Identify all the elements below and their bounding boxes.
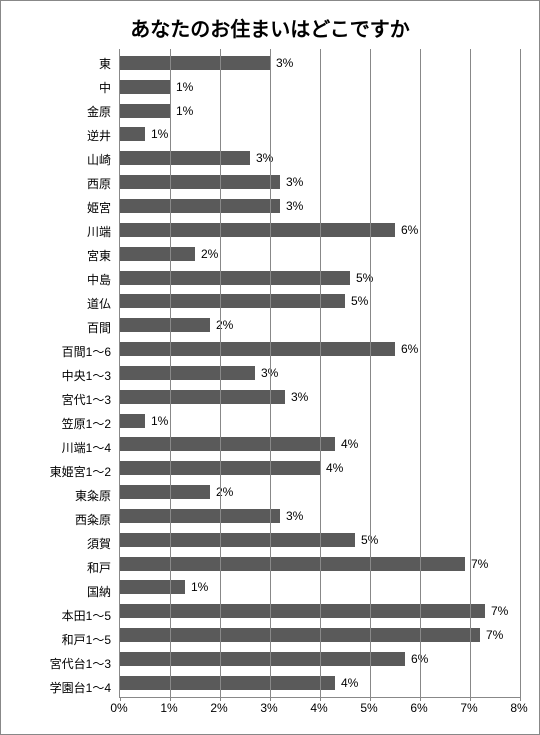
bar <box>120 247 195 261</box>
bar <box>120 56 270 70</box>
bar-value-label: 5% <box>351 292 368 310</box>
bar-value-label: 4% <box>341 435 358 453</box>
gridline <box>220 49 221 697</box>
y-axis-label: 中島 <box>1 270 113 288</box>
bar-value-label: 1% <box>151 125 168 143</box>
x-axis-label: 0% <box>110 701 127 715</box>
bar <box>120 652 405 666</box>
bar <box>120 509 280 523</box>
bar-value-label: 7% <box>491 602 508 620</box>
bar <box>120 175 280 189</box>
bar <box>120 223 395 237</box>
bar-value-label: 6% <box>401 221 418 239</box>
y-axis-label: 和戸 <box>1 558 113 576</box>
bar <box>120 414 145 428</box>
bar-value-label: 2% <box>216 316 233 334</box>
bar <box>120 557 465 571</box>
gridline <box>370 49 371 697</box>
x-axis-labels: 0%1%2%3%4%5%6%7%8% <box>119 701 519 721</box>
gridline <box>520 49 521 697</box>
y-axis-label: 逆井 <box>1 126 113 144</box>
bar-value-label: 1% <box>151 412 168 430</box>
bar-value-label: 1% <box>176 78 193 96</box>
bar <box>120 628 480 642</box>
chart-container: あなたのお住まいはどこですか 東中金原逆井山崎西原姫宮川端宮東中島道仏百間百間1… <box>0 0 540 735</box>
y-axis-label: 和戸1～5 <box>1 630 113 648</box>
x-axis-label: 5% <box>360 701 377 715</box>
y-axis-label: 宮代1～3 <box>1 390 113 408</box>
bar-value-label: 3% <box>286 173 303 191</box>
y-axis-label: 金原 <box>1 102 113 120</box>
bar-value-label: 2% <box>201 245 218 263</box>
y-axis-label: 須賀 <box>1 534 113 552</box>
x-axis-label: 6% <box>410 701 427 715</box>
gridline <box>420 49 421 697</box>
y-axis-label: 山崎 <box>1 150 113 168</box>
y-axis-label: 西原 <box>1 174 113 192</box>
chart-title: あなたのお住まいはどこですか <box>1 1 539 46</box>
bar-value-label: 4% <box>326 459 343 477</box>
bar <box>120 318 210 332</box>
bar <box>120 604 485 618</box>
bar-value-label: 3% <box>291 388 308 406</box>
gridline <box>270 49 271 697</box>
gridline <box>470 49 471 697</box>
bar-value-label: 7% <box>471 555 488 573</box>
bar-value-label: 3% <box>286 197 303 215</box>
bar <box>120 151 250 165</box>
bar <box>120 199 280 213</box>
y-axis-label: 川端 <box>1 222 113 240</box>
x-axis-label: 7% <box>460 701 477 715</box>
y-axis-label: 東姫宮1～2 <box>1 462 113 480</box>
bar-value-label: 4% <box>341 674 358 692</box>
bar <box>120 390 285 404</box>
bar-value-label: 6% <box>401 340 418 358</box>
y-axis-label: 百間 <box>1 318 113 336</box>
x-axis-label: 3% <box>260 701 277 715</box>
gridline <box>170 49 171 697</box>
bar-value-label: 1% <box>176 102 193 120</box>
y-axis-label: 姫宮 <box>1 198 113 216</box>
bar <box>120 366 255 380</box>
y-axis-label: 百間1～6 <box>1 342 113 360</box>
bar <box>120 80 170 94</box>
bar <box>120 437 335 451</box>
bar <box>120 104 170 118</box>
x-axis-label: 8% <box>510 701 527 715</box>
y-axis-label: 東 <box>1 54 113 72</box>
y-axis-label: 道仏 <box>1 294 113 312</box>
bar-value-label: 3% <box>286 507 303 525</box>
bar-value-label: 3% <box>276 54 293 72</box>
y-axis-label: 中 <box>1 78 113 96</box>
bar <box>120 271 350 285</box>
y-axis-label: 西粂原 <box>1 510 113 528</box>
y-axis-label: 中央1～3 <box>1 366 113 384</box>
y-axis-label: 学園台1～4 <box>1 678 113 696</box>
bar <box>120 485 210 499</box>
bar-value-label: 1% <box>191 578 208 596</box>
bar-value-label: 7% <box>486 626 503 644</box>
y-axis-label: 本田1～5 <box>1 606 113 624</box>
y-axis-label: 宮東 <box>1 246 113 264</box>
x-axis-label: 1% <box>160 701 177 715</box>
y-axis-label: 笠原1～2 <box>1 414 113 432</box>
y-axis-label: 川端1～4 <box>1 438 113 456</box>
plot-area: 3%1%1%1%3%3%3%6%2%5%5%2%6%3%3%1%4%4%2%3%… <box>119 49 520 698</box>
bar <box>120 294 345 308</box>
y-axis-label: 宮代台1～3 <box>1 654 113 672</box>
bar-value-label: 2% <box>216 483 233 501</box>
bar <box>120 127 145 141</box>
bar <box>120 580 185 594</box>
gridline <box>320 49 321 697</box>
x-axis-label: 2% <box>210 701 227 715</box>
y-axis-labels: 東中金原逆井山崎西原姫宮川端宮東中島道仏百間百間1～6 中央1～3 宮代1～3 笠原1… <box>1 49 113 701</box>
bar <box>120 342 395 356</box>
y-axis-label: 東粂原 <box>1 486 113 504</box>
bar <box>120 676 335 690</box>
y-axis-label: 国納 <box>1 582 113 600</box>
x-axis-label: 4% <box>310 701 327 715</box>
